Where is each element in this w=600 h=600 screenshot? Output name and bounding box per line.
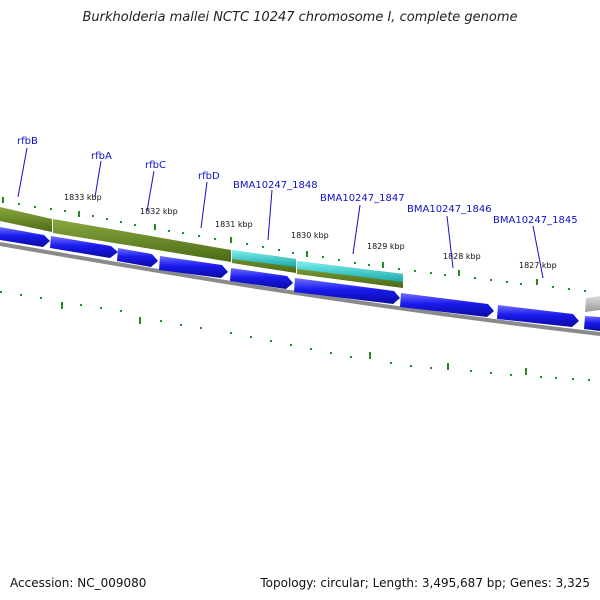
gene-arrow-rfbC bbox=[117, 248, 158, 267]
gene-label-rfbC[interactable]: rfbC bbox=[145, 160, 166, 171]
gray-gene-fragment[interactable] bbox=[585, 296, 600, 312]
map-title: Burkholderia mallei NCTC 10247 chromosom… bbox=[82, 10, 518, 25]
topology-text: Topology: circular; Length: 3,495,687 bp… bbox=[260, 576, 590, 590]
gene-arrow-rfbA bbox=[50, 236, 118, 258]
tick-label-1828: 1828 kbp bbox=[443, 252, 481, 261]
tick-label-1829: 1829 kbp bbox=[367, 242, 405, 251]
gene-label-rfbB[interactable]: rfbB bbox=[17, 136, 38, 147]
gene-label-rfbA[interactable]: rfbA bbox=[91, 151, 112, 162]
gene-arrow-rfbD bbox=[159, 256, 228, 278]
gene-arrow-1848 bbox=[230, 268, 293, 289]
tick-label-1827: 1827 kbp bbox=[519, 261, 557, 270]
gene-arrow-1847 bbox=[294, 278, 400, 304]
outer-tick-ring bbox=[2, 197, 586, 292]
gene-label-1846[interactable]: BMA10247_1846 bbox=[407, 204, 492, 215]
gene-arrows[interactable] bbox=[0, 227, 600, 331]
gene-arrow-1845 bbox=[497, 305, 579, 327]
gene-label-1845[interactable]: BMA10247_1845 bbox=[493, 215, 578, 226]
accession-text: Accession: NC_009080 bbox=[10, 576, 147, 590]
tick-label-1833: 1833 kbp bbox=[64, 193, 102, 202]
label-leader-lines bbox=[17, 147, 544, 279]
inner-tick-ring bbox=[0, 291, 590, 381]
gene-arrow-rfbB bbox=[0, 227, 50, 247]
gene-arrow-next bbox=[584, 316, 600, 331]
cyan-band bbox=[232, 250, 403, 282]
gene-label-rfbD[interactable]: rfbD bbox=[198, 171, 220, 182]
tick-label-1832: 1832 kbp bbox=[140, 207, 178, 216]
tick-label-1830: 1830 kbp bbox=[291, 231, 329, 240]
gene-arrow-1846 bbox=[400, 293, 494, 317]
tick-label-1831: 1831 kbp bbox=[215, 220, 253, 229]
backbone-ring bbox=[0, 242, 600, 336]
gene-label-1847[interactable]: BMA10247_1847 bbox=[320, 193, 405, 204]
gene-label-1848[interactable]: BMA10247_1848 bbox=[233, 180, 318, 191]
